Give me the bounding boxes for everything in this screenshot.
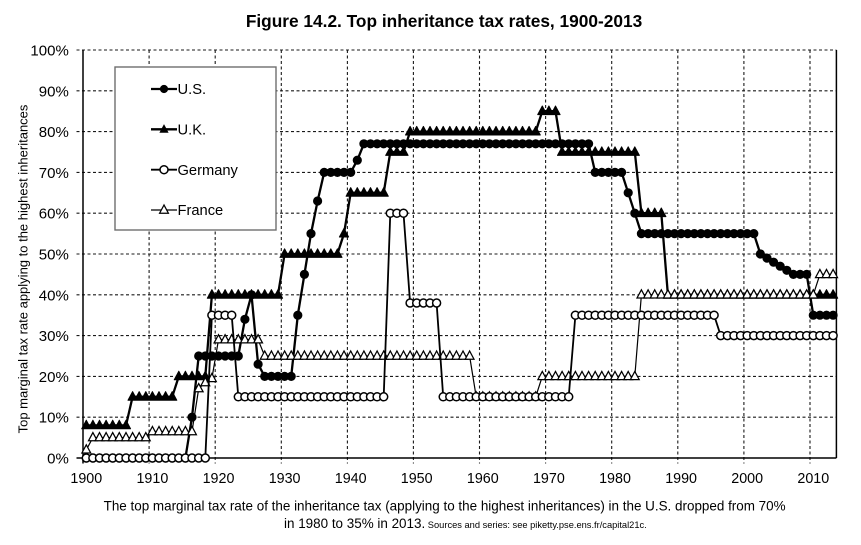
svg-text:in 1980 to 35% in 2013. Source: in 1980 to 35% in 2013. Sources and seri… — [284, 516, 647, 531]
svg-text:1990: 1990 — [665, 471, 697, 487]
svg-text:100%: 100% — [30, 43, 68, 60]
svg-text:1980: 1980 — [599, 471, 631, 487]
svg-text:90%: 90% — [39, 83, 69, 100]
svg-text:1920: 1920 — [203, 471, 235, 487]
svg-text:50%: 50% — [39, 247, 69, 264]
svg-text:2000: 2000 — [731, 471, 763, 487]
svg-text:1940: 1940 — [335, 471, 367, 487]
svg-text:U.K.: U.K. — [178, 122, 207, 138]
svg-text:1910: 1910 — [136, 471, 168, 487]
svg-text:France: France — [178, 203, 224, 219]
svg-text:60%: 60% — [39, 206, 69, 223]
svg-text:70%: 70% — [39, 165, 69, 182]
svg-text:10%: 10% — [39, 410, 69, 427]
svg-text:80%: 80% — [39, 124, 69, 141]
svg-text:1950: 1950 — [401, 471, 433, 487]
svg-text:Top marginal tax rate applying: Top marginal tax rate applying to the hi… — [16, 104, 31, 433]
svg-text:0%: 0% — [47, 451, 69, 468]
svg-text:20%: 20% — [39, 369, 69, 386]
svg-text:40%: 40% — [39, 287, 69, 304]
svg-text:1970: 1970 — [533, 471, 565, 487]
svg-text:U.S.: U.S. — [178, 82, 207, 98]
svg-text:Figure 14.2. Top inheritance t: Figure 14.2. Top inheritance tax rates, … — [246, 11, 642, 31]
svg-text:30%: 30% — [39, 328, 69, 345]
svg-text:The top marginal tax rate of t: The top marginal tax rate of the inherit… — [104, 499, 786, 514]
svg-text:1960: 1960 — [467, 471, 499, 487]
svg-text:2010: 2010 — [797, 471, 829, 487]
svg-text:Germany: Germany — [178, 163, 239, 179]
svg-text:1900: 1900 — [70, 471, 102, 487]
svg-text:1930: 1930 — [269, 471, 301, 487]
